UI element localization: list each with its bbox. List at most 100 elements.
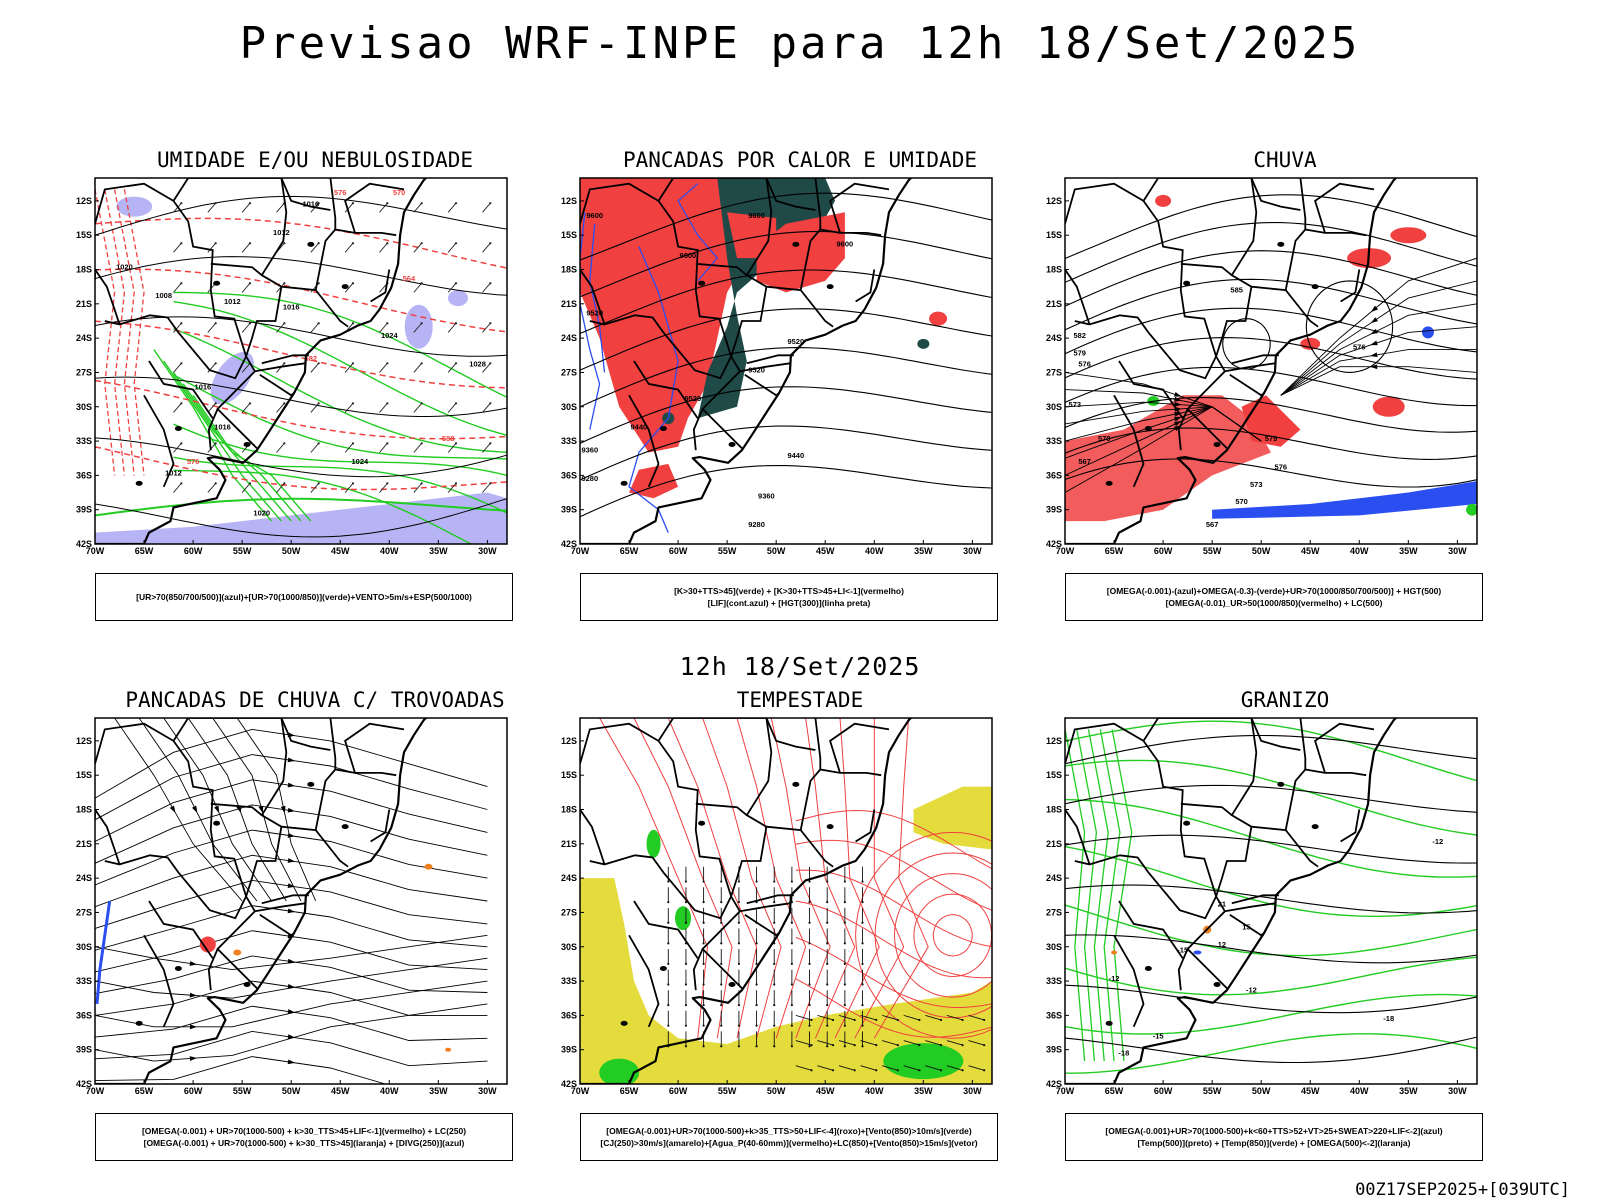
country-border <box>855 809 876 843</box>
panel-title: UMIDADE E/OU NEBULOSIDADE <box>156 148 474 172</box>
wind-vector <box>207 362 216 373</box>
lon-tick-label: 70W <box>86 546 105 556</box>
wind-vector-head <box>351 282 355 285</box>
wind-vector-head <box>843 942 846 945</box>
lon-tick-label: 55W <box>718 1086 737 1096</box>
lat-tick-label: 33S <box>1046 436 1062 446</box>
wind-vector <box>482 403 491 413</box>
lon-tick-label: 45W <box>331 1086 350 1096</box>
wind-vector-head <box>454 282 458 285</box>
wind-vector <box>882 1065 898 1071</box>
wind-vector <box>207 403 216 413</box>
contour-label: 582 <box>1073 331 1086 340</box>
wind-vector-head <box>684 1045 688 1048</box>
wind-vector-head <box>489 482 492 485</box>
contour-label: 9520 <box>748 365 765 374</box>
country-border <box>1113 934 1145 1028</box>
wind-vector-head <box>248 402 252 405</box>
shaded-region <box>929 311 948 326</box>
temp850-contour <box>1111 729 1133 1062</box>
wind-vector <box>860 1065 877 1071</box>
lake-mark <box>307 781 315 787</box>
lc850-contour <box>736 718 807 1039</box>
wind-vector-head <box>826 962 829 966</box>
wind-vector <box>207 483 216 493</box>
lon-tick-label: 55W <box>233 1086 252 1096</box>
lake-mark <box>826 284 834 290</box>
map-frame <box>94 177 508 545</box>
wind-vector-head <box>861 880 864 883</box>
wind-vector-head <box>386 482 389 485</box>
country-border <box>259 913 295 937</box>
lon-tick-label: 40W <box>1350 1086 1369 1096</box>
lat-tick-label: 36S <box>1046 1010 1062 1020</box>
country-border <box>344 182 405 234</box>
hgt500-contour <box>1065 307 1477 355</box>
wind-vector-head <box>702 1024 705 1027</box>
wind-vector <box>379 362 388 373</box>
country-border <box>329 178 337 230</box>
wind-vector <box>817 1014 834 1021</box>
lat-tick-label: 39S <box>76 1045 92 1055</box>
lake-mark <box>792 781 800 787</box>
country-border <box>245 286 283 357</box>
contour-label: 576 <box>1275 463 1288 472</box>
omega-region <box>1212 481 1477 519</box>
country-border <box>1215 826 1253 897</box>
lon-tick-label: 40W <box>865 1086 884 1096</box>
flow-arrow <box>169 805 176 813</box>
wind-vector-head <box>684 983 688 986</box>
panel-title: CHUVA <box>1253 148 1317 172</box>
streamline <box>95 980 488 1028</box>
lake-mark <box>792 241 800 247</box>
wind-vector-head <box>790 1024 793 1027</box>
wind-vector-head <box>283 402 286 405</box>
hgt500-contour <box>1065 337 1477 380</box>
panel-trovoadas: PANCADAS DE CHUVA C/ TROVOADAS 12S 15S 18S… <box>65 688 535 1168</box>
flow-arrow <box>1173 421 1182 427</box>
lat-tick-label: 12S <box>561 196 577 206</box>
humidity-contour-green <box>173 328 507 453</box>
wind-vector-head <box>808 921 811 924</box>
wind-vector <box>447 483 457 493</box>
lat-tick-label: 42S <box>76 1079 92 1089</box>
streamline <box>95 1003 488 1062</box>
wind-region <box>675 906 691 931</box>
lat-tick-label: 42S <box>76 539 92 549</box>
flow-arrow <box>287 782 296 788</box>
country-border <box>1340 269 1361 303</box>
map-frame <box>94 717 508 1085</box>
country-border <box>148 360 214 419</box>
wind-vector <box>968 1040 985 1046</box>
wind-vector-head <box>755 962 758 966</box>
wind-vector-head <box>831 1044 835 1047</box>
contour-label: 1024 <box>352 457 370 466</box>
wind-vector-head <box>810 1044 813 1047</box>
lat-tick-label: 39S <box>76 505 92 515</box>
country-border <box>254 902 306 913</box>
country-border <box>210 802 263 816</box>
lat-tick-label: 18S <box>1046 805 1062 815</box>
streamline <box>1280 257 1477 396</box>
temp850-contour <box>1099 729 1121 1062</box>
wind-vector-head <box>826 1024 829 1027</box>
contour-label: 576 <box>1353 343 1366 352</box>
wind-vector-head <box>180 242 183 245</box>
humidity-contour-green <box>173 456 507 514</box>
wind-vector-head <box>918 1018 921 1022</box>
contour-label: 570 <box>1098 434 1111 443</box>
country-border <box>148 900 214 959</box>
wind-vector-head <box>317 282 320 285</box>
shaded-region <box>116 196 153 217</box>
coastline <box>580 718 913 1084</box>
lon-tick-label: 30W <box>478 1086 497 1096</box>
wind-vector-head <box>983 1044 986 1047</box>
wind-vector-head <box>808 942 811 945</box>
flow-arrow <box>1370 305 1378 313</box>
contour-label: 1012 <box>224 297 241 306</box>
hgt300-contour <box>580 269 992 335</box>
lat-tick-label: 36S <box>76 1010 92 1020</box>
contour-label: 585 <box>1230 285 1243 294</box>
country-border <box>1224 902 1276 913</box>
wind-vector-head <box>826 942 829 945</box>
